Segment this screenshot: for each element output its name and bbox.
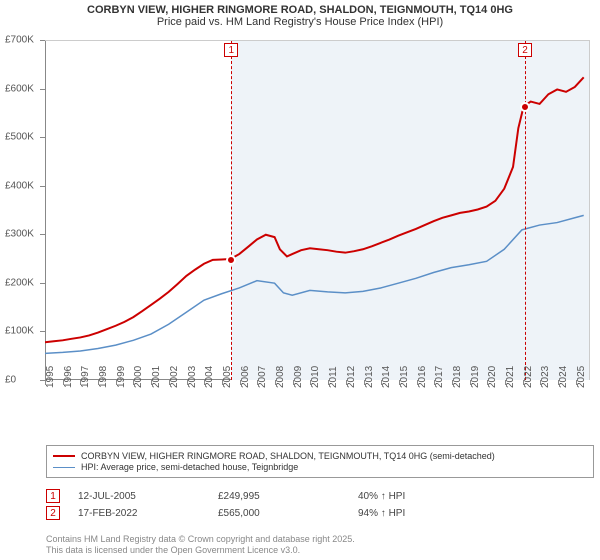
y-tick-label: £100K bbox=[5, 326, 34, 337]
marker-dot-1 bbox=[226, 255, 236, 265]
legend-label: HPI: Average price, semi-detached house,… bbox=[81, 462, 298, 472]
chart-svg bbox=[45, 41, 589, 380]
x-tick bbox=[169, 380, 170, 385]
legend-swatch bbox=[53, 467, 75, 468]
y-tick bbox=[40, 89, 45, 90]
legend-item: CORBYN VIEW, HIGHER RINGMORE ROAD, SHALD… bbox=[53, 451, 587, 461]
marker-line-1 bbox=[231, 41, 232, 380]
y-tick bbox=[40, 40, 45, 41]
y-tick-label: £300K bbox=[5, 229, 34, 240]
annotation-date: 12-JUL-2005 bbox=[78, 491, 218, 502]
x-tick bbox=[116, 380, 117, 385]
x-tick bbox=[275, 380, 276, 385]
annotation-delta: 40% ↑ HPI bbox=[358, 491, 498, 502]
footer-line-1: Contains HM Land Registry data © Crown c… bbox=[46, 534, 355, 545]
footer-line-2: This data is licensed under the Open Gov… bbox=[46, 545, 355, 556]
x-tick bbox=[576, 380, 577, 385]
y-tick bbox=[40, 186, 45, 187]
x-tick bbox=[80, 380, 81, 385]
x-tick bbox=[364, 380, 365, 385]
x-tick bbox=[346, 380, 347, 385]
x-tick bbox=[452, 380, 453, 385]
legend-swatch bbox=[53, 455, 75, 457]
x-tick bbox=[63, 380, 64, 385]
y-tick-label: £0 bbox=[5, 375, 16, 386]
y-tick-label: £600K bbox=[5, 83, 34, 94]
x-tick bbox=[328, 380, 329, 385]
title-line-2: Price paid vs. HM Land Registry's House … bbox=[8, 16, 592, 28]
chart-title-block: CORBYN VIEW, HIGHER RINGMORE ROAD, SHALD… bbox=[0, 0, 600, 30]
x-tick bbox=[222, 380, 223, 385]
legend-label: CORBYN VIEW, HIGHER RINGMORE ROAD, SHALD… bbox=[81, 451, 495, 461]
annotation-date: 17-FEB-2022 bbox=[78, 508, 218, 519]
x-tick bbox=[240, 380, 241, 385]
annotation-delta: 94% ↑ HPI bbox=[358, 508, 498, 519]
marker-dot-2 bbox=[520, 102, 530, 112]
x-tick bbox=[257, 380, 258, 385]
legend-item: HPI: Average price, semi-detached house,… bbox=[53, 462, 587, 472]
x-tick bbox=[204, 380, 205, 385]
x-tick bbox=[487, 380, 488, 385]
x-tick bbox=[505, 380, 506, 385]
title-line-1: CORBYN VIEW, HIGHER RINGMORE ROAD, SHALD… bbox=[8, 4, 592, 16]
marker-badge-2: 2 bbox=[518, 43, 532, 57]
x-tick bbox=[540, 380, 541, 385]
x-tick-label: 2025 bbox=[576, 366, 600, 388]
y-tick-label: £400K bbox=[5, 180, 34, 191]
series-price_paid bbox=[45, 77, 584, 342]
x-tick bbox=[45, 380, 46, 385]
chart-area: 12 £0£100K£200K£300K£400K£500K£600K£700K… bbox=[5, 30, 595, 425]
x-tick bbox=[417, 380, 418, 385]
y-tick bbox=[40, 283, 45, 284]
annotation-row: 1 12-JUL-2005£249,99540% ↑ HPI bbox=[46, 489, 594, 503]
series-hpi bbox=[45, 215, 584, 353]
footer-attribution: Contains HM Land Registry data © Crown c… bbox=[46, 534, 355, 556]
y-tick bbox=[40, 137, 45, 138]
marker-badge-1: 1 bbox=[224, 43, 238, 57]
x-tick bbox=[187, 380, 188, 385]
x-tick bbox=[310, 380, 311, 385]
legend: CORBYN VIEW, HIGHER RINGMORE ROAD, SHALD… bbox=[46, 445, 594, 478]
annotation-marker: 1 bbox=[46, 489, 60, 503]
x-tick bbox=[381, 380, 382, 385]
x-tick bbox=[133, 380, 134, 385]
y-tick-label: £500K bbox=[5, 132, 34, 143]
y-tick-label: £700K bbox=[5, 35, 34, 46]
annotation-price: £565,000 bbox=[218, 508, 358, 519]
x-tick bbox=[293, 380, 294, 385]
x-tick bbox=[98, 380, 99, 385]
x-tick bbox=[151, 380, 152, 385]
x-tick bbox=[470, 380, 471, 385]
annotation-marker: 2 bbox=[46, 506, 60, 520]
y-tick-label: £200K bbox=[5, 277, 34, 288]
annotation-table: 1 12-JUL-2005£249,99540% ↑ HPI 2 17-FEB-202… bbox=[46, 486, 594, 523]
annotation-row: 2 17-FEB-2022£565,00094% ↑ HPI bbox=[46, 506, 594, 520]
annotation-price: £249,995 bbox=[218, 491, 358, 502]
x-tick bbox=[558, 380, 559, 385]
plot-region: 12 bbox=[45, 40, 590, 380]
x-tick bbox=[399, 380, 400, 385]
x-tick bbox=[523, 380, 524, 385]
x-tick bbox=[434, 380, 435, 385]
marker-line-2 bbox=[525, 41, 526, 380]
y-tick bbox=[40, 331, 45, 332]
y-tick bbox=[40, 234, 45, 235]
